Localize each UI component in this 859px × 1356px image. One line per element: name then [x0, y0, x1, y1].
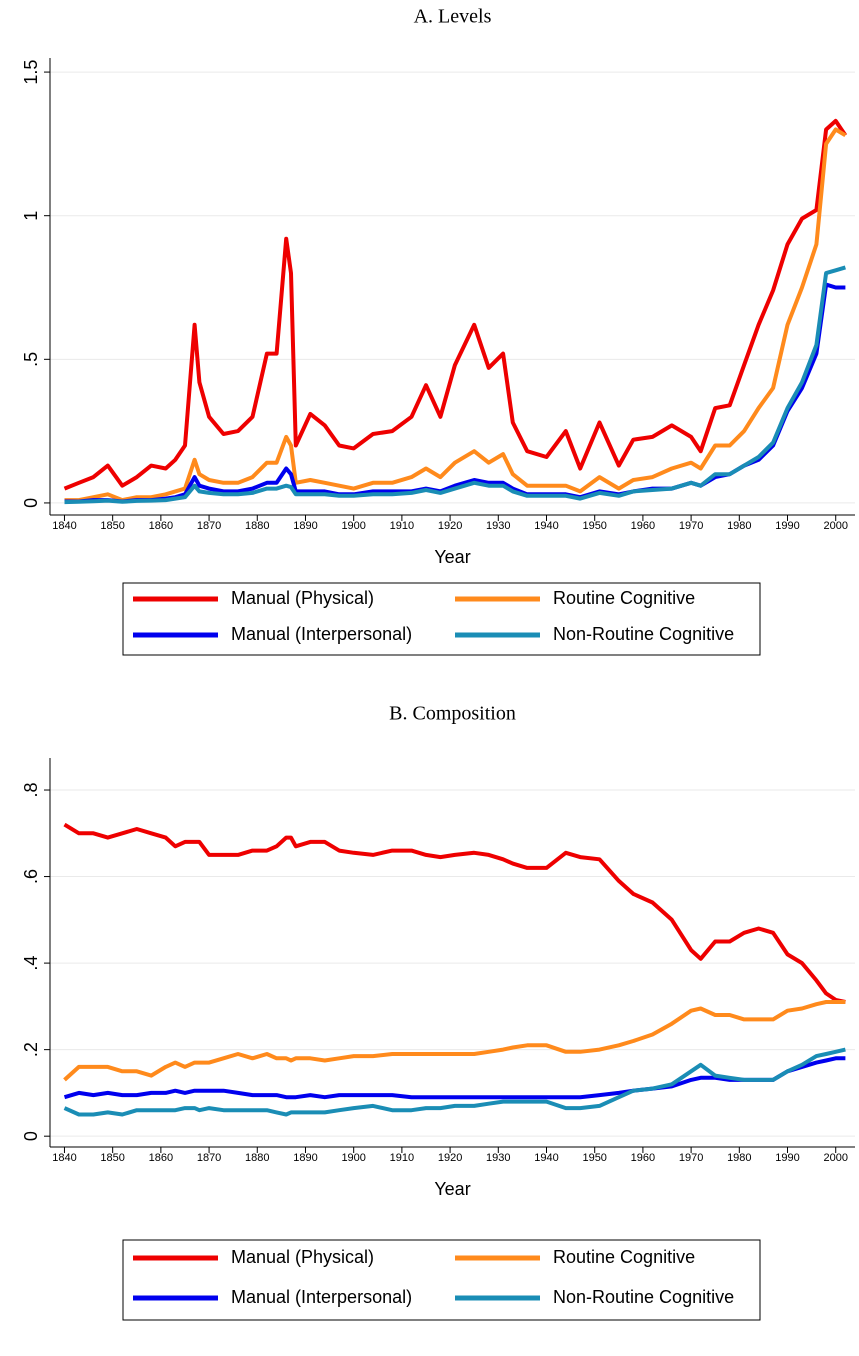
chart-title: A. Levels	[414, 6, 492, 28]
x-tick-label: 1980	[727, 1152, 751, 1164]
y-tick-label: .5	[21, 352, 41, 367]
x-tick-label: 1910	[390, 520, 414, 532]
line-series	[63, 822, 846, 1004]
x-tick-label: 1990	[775, 520, 799, 532]
x-tick-label: 2000	[823, 1152, 847, 1164]
y-tick-label: 0	[21, 498, 41, 508]
x-tick-label: 1840	[52, 520, 76, 532]
line-series	[64, 265, 846, 505]
x-axis-label: Year	[434, 1179, 470, 1199]
x-tick-label: 1850	[100, 520, 124, 532]
line-series	[64, 127, 847, 503]
x-tick-label: 1890	[293, 1152, 317, 1164]
y-tick-label: .6	[21, 869, 41, 884]
y-tick-label: .2	[21, 1042, 41, 1057]
x-tick-label: 1880	[245, 520, 269, 532]
y-tick-label: .4	[21, 956, 41, 971]
legend-label: Non-Routine Cognitive	[553, 624, 734, 644]
x-tick-label: 1940	[534, 1152, 558, 1164]
x-tick-label: 1940	[534, 520, 558, 532]
y-tick-label: .8	[21, 783, 41, 798]
x-tick-label: 1850	[100, 1152, 124, 1164]
line-series	[63, 1000, 846, 1082]
x-tick-label: 1860	[149, 520, 173, 532]
x-tick-label: 1950	[582, 520, 606, 532]
x-tick-label: 1900	[341, 1152, 365, 1164]
x-tick-label: 1840	[52, 1152, 76, 1164]
x-tick-label: 1870	[197, 520, 221, 532]
legend-label: Manual (Physical)	[231, 1247, 374, 1267]
x-tick-label: 1920	[438, 520, 462, 532]
legend-box	[122, 1239, 761, 1321]
line-series	[63, 1047, 846, 1117]
x-tick-label: 1890	[293, 520, 317, 532]
legend-label: Manual (Physical)	[231, 588, 374, 608]
x-tick-label: 1950	[582, 1152, 606, 1164]
x-tick-label: 1920	[438, 1152, 462, 1164]
legend-label: Routine Cognitive	[553, 588, 695, 608]
y-tick-label: 0	[21, 1131, 41, 1141]
x-tick-label: 1970	[679, 520, 703, 532]
chart-title: B. Composition	[389, 703, 516, 725]
y-tick-label: 1	[21, 211, 41, 221]
x-tick-label: 1990	[775, 1152, 799, 1164]
x-axis-label: Year	[434, 547, 470, 567]
legend-label: Non-Routine Cognitive	[553, 1287, 734, 1307]
legend-label: Manual (Interpersonal)	[231, 1287, 412, 1307]
x-tick-label: 1880	[245, 1152, 269, 1164]
x-tick-label: 2000	[823, 520, 847, 532]
x-tick-label: 1900	[341, 520, 365, 532]
line-series	[63, 118, 848, 491]
legend-box	[122, 582, 761, 656]
legend-label: Routine Cognitive	[553, 1247, 695, 1267]
line-series	[64, 282, 846, 504]
panel: B. Composition 0 .2 .4 .6 .8 1840 1850 1860 1870 1…	[21, 703, 855, 1321]
x-tick-label: 1930	[486, 1152, 510, 1164]
x-tick-label: 1970	[679, 1152, 703, 1164]
x-tick-label: 1930	[486, 520, 510, 532]
legend-label: Manual (Interpersonal)	[231, 624, 412, 644]
x-tick-label: 1960	[631, 1152, 655, 1164]
panel: A. Levels 0 .5 1 1.5 1840 1850 1860 1870 1880 1890…	[21, 6, 855, 656]
x-tick-label: 1960	[631, 520, 655, 532]
y-tick-label: 1.5	[21, 60, 41, 85]
line-series	[63, 1056, 846, 1100]
x-tick-label: 1870	[197, 1152, 221, 1164]
x-tick-label: 1980	[727, 520, 751, 532]
x-tick-label: 1860	[149, 1152, 173, 1164]
x-tick-label: 1910	[390, 1152, 414, 1164]
